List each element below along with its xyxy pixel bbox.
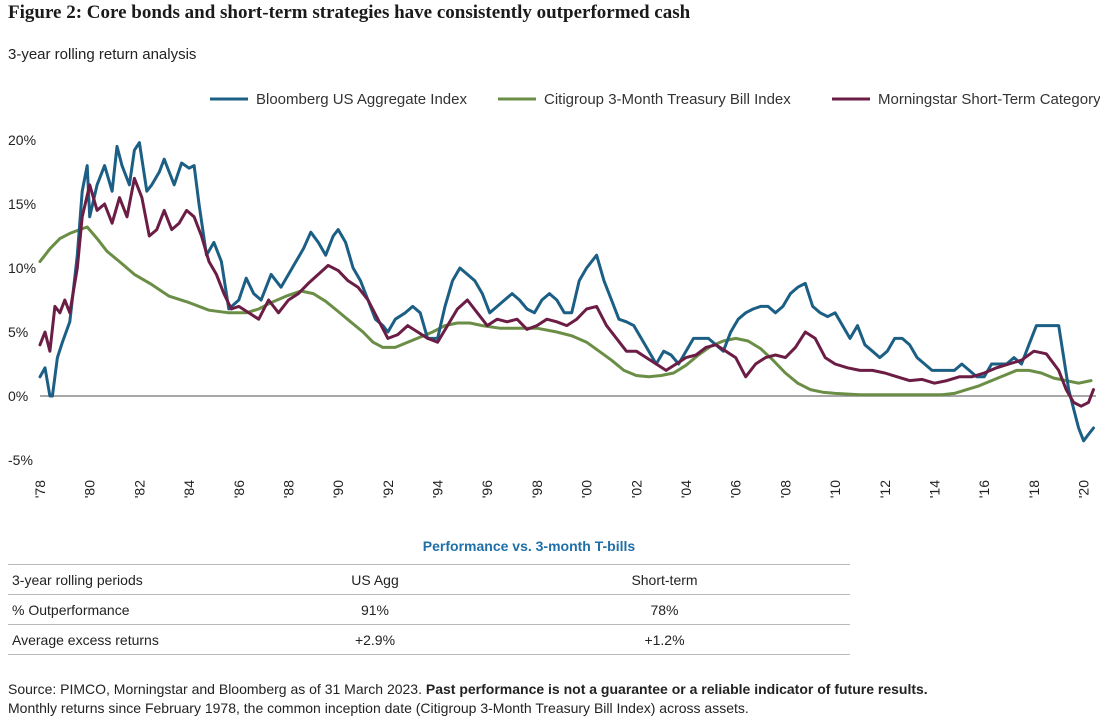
x-tick-label: '00 bbox=[579, 480, 595, 498]
series-line-tbill bbox=[38, 225, 1093, 397]
x-tick-label: '20 bbox=[1076, 480, 1092, 498]
series-lines bbox=[38, 141, 1095, 443]
table-title: Performance vs. 3-month T-bills bbox=[422, 538, 636, 554]
x-tick-label: '90 bbox=[330, 480, 346, 498]
y-tick-label: 5% bbox=[8, 324, 28, 340]
series-line-bloomberg-agg bbox=[38, 141, 1095, 443]
table-cell-value: 91% bbox=[271, 594, 479, 625]
table-header-short-term: Short-term bbox=[479, 564, 850, 595]
table-cell-label: Average excess returns bbox=[8, 624, 271, 655]
figure-title: Figure 2: Core bonds and short-term stra… bbox=[8, 2, 691, 23]
x-tick-label: '12 bbox=[877, 480, 893, 498]
chart-subtitle: 3-year rolling return analysis bbox=[8, 46, 197, 63]
x-tick-label: '94 bbox=[430, 480, 446, 498]
x-tick-label: '08 bbox=[777, 480, 793, 498]
source-note: Source: PIMCO, Morningstar and Bloomberg… bbox=[8, 680, 1093, 718]
series-line-morningstar-short-term bbox=[38, 176, 1095, 408]
legend-label: Bloomberg US Aggregate Index bbox=[256, 91, 467, 108]
y-tick-label: 15% bbox=[8, 196, 36, 212]
x-axis-ticks: '78 '80 '82 '84 '86 '88 '90 '92 '94 '96 '98 '00 '02 '… bbox=[32, 480, 1092, 498]
performance-table: 3-year rolling periods US Agg Short-term… bbox=[8, 564, 850, 655]
table-row: % Outperformance 91% 78% bbox=[8, 594, 850, 625]
table-header-us-agg: US Agg bbox=[271, 564, 479, 595]
table-cell-value: +1.2% bbox=[479, 624, 850, 655]
table-cell-value: 78% bbox=[479, 594, 850, 625]
rolling-return-line-chart: Bloomberg US Aggregate Index Citigroup 3-… bbox=[8, 91, 1100, 498]
methodology-note: Monthly returns since February 1978, the… bbox=[8, 700, 749, 716]
legend-label: Citigroup 3-Month Treasury Bill Index bbox=[544, 91, 791, 108]
legend-item-bloomberg-agg: Bloomberg US Aggregate Index bbox=[210, 91, 467, 108]
y-tick-label: 0% bbox=[8, 388, 28, 404]
x-tick-label: '10 bbox=[827, 480, 843, 498]
table-cell-value: +2.9% bbox=[271, 624, 479, 655]
x-tick-label: '96 bbox=[479, 480, 495, 498]
x-tick-label: '14 bbox=[926, 480, 942, 498]
table-header-row: 3-year rolling periods US Agg Short-term bbox=[8, 564, 850, 595]
table-cell-label: % Outperformance bbox=[8, 594, 271, 625]
table-row: Average excess returns +2.9% +1.2% bbox=[8, 624, 850, 655]
y-axis-ticks: 20% 15% 10% 5% 0% -5% bbox=[8, 132, 36, 468]
performance-table-section: Performance vs. 3-month T-bills 3-year r… bbox=[8, 538, 850, 655]
x-tick-label: '18 bbox=[1026, 480, 1042, 498]
x-tick-label: '16 bbox=[976, 480, 992, 498]
legend-item-morningstar-short-term: Morningstar Short-Term Category bbox=[832, 91, 1100, 108]
table-header-periods: 3-year rolling periods bbox=[8, 564, 271, 595]
x-tick-label: '92 bbox=[380, 480, 396, 498]
disclaimer-text: Past performance is not a guarantee or a… bbox=[425, 681, 928, 697]
x-tick-label: '84 bbox=[181, 480, 197, 498]
x-tick-label: '88 bbox=[280, 480, 296, 498]
x-tick-label: '82 bbox=[131, 480, 147, 498]
x-tick-label: '02 bbox=[628, 480, 644, 498]
x-tick-label: '86 bbox=[231, 480, 247, 498]
y-tick-label: 10% bbox=[8, 260, 36, 276]
x-tick-label: '06 bbox=[728, 480, 744, 498]
legend-label: Morningstar Short-Term Category bbox=[878, 91, 1100, 108]
y-tick-label: 20% bbox=[8, 132, 36, 148]
x-tick-label: '04 bbox=[678, 480, 694, 498]
x-tick-label: '80 bbox=[82, 480, 98, 498]
x-tick-label: '98 bbox=[529, 480, 545, 498]
legend-item-tbill: Citigroup 3-Month Treasury Bill Index bbox=[498, 91, 791, 108]
x-tick-label: '78 bbox=[32, 480, 48, 498]
chart-legend: Bloomberg US Aggregate Index Citigroup 3-… bbox=[210, 91, 1100, 108]
source-text: Source: PIMCO, Morningstar and Bloomberg… bbox=[8, 681, 426, 697]
y-tick-label: -5% bbox=[8, 452, 33, 468]
